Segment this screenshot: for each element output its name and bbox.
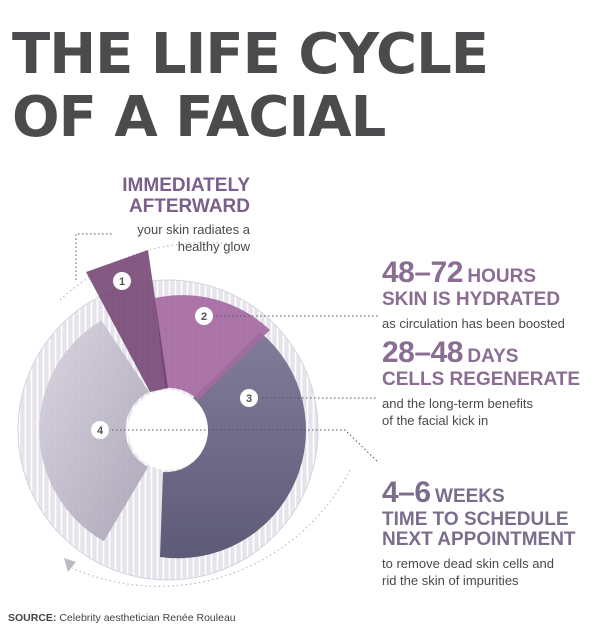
source-label: SOURCE: <box>8 612 57 624</box>
segment-3 <box>160 332 306 559</box>
segment-2 <box>155 295 270 400</box>
step-4-desc-line-2: rid the skin of impurities <box>382 572 519 588</box>
outer-ring-edge <box>17 279 319 581</box>
guide-arc-bottom <box>71 469 351 587</box>
title-line-1: THE LIFE CYCLE <box>12 22 489 87</box>
step-4-headline-line-2: NEXT APPOINTMENT <box>382 528 576 550</box>
step-3-desc-line-2: of the facial kick in <box>382 412 489 428</box>
step-1-desc-line-2: healthy glow <box>177 238 250 254</box>
step-2-desc: as circulation has been boosted <box>382 315 565 331</box>
step-2-number: 48–72 <box>382 256 463 289</box>
step-3-number: 28–48 <box>382 336 463 369</box>
step-1-headline-line-2: AFTERWARD <box>128 195 250 217</box>
marker-1: 1 <box>113 272 131 290</box>
step-4-number: 4–6 <box>382 476 431 509</box>
step-2-unit: HOURS <box>467 266 537 287</box>
step-48-72-hours: 48–72 HOURS SKIN IS HYDRATED as circulat… <box>382 256 592 333</box>
marker-1-label: 1 <box>119 276 125 288</box>
step-4-unit: WEEKS <box>435 486 505 507</box>
marker-2-label: 2 <box>201 311 207 323</box>
marker-2: 2 <box>195 307 213 325</box>
source-text: Celebrity aesthetician Renée Rouleau <box>59 612 236 624</box>
step-4-headline-line-1: TIME TO SCHEDULE <box>382 509 569 530</box>
step-28-48-days: 28–48 DAYS CELLS REGENERATE and the long… <box>382 336 597 430</box>
marker-3: 3 <box>240 389 258 407</box>
leader-line-4 <box>108 429 379 463</box>
arrow-head-icon <box>64 558 76 572</box>
segment-1 <box>86 250 168 392</box>
marker-4-label: 4 <box>97 425 104 437</box>
step-3-unit: DAYS <box>467 346 519 367</box>
step-immediately-afterward: IMMEDIATELY AFTERWARD your skin radiates… <box>80 175 250 256</box>
step-1-headline-line-1: IMMEDIATELY <box>122 175 250 196</box>
step-4-desc-line-1: to remove dead skin cells and <box>382 555 554 571</box>
source-credit: SOURCE: Celebrity aesthetician Renée Rou… <box>8 612 236 624</box>
step-3-headline: CELLS REGENERATE <box>382 369 581 390</box>
title-line-2: OF A FACIAL <box>12 84 386 150</box>
step-2-headline: SKIN IS HYDRATED <box>382 289 561 310</box>
page-title: THE LIFE CYCLE OF A FACIAL <box>12 22 489 150</box>
marker-4: 4 <box>91 421 109 439</box>
marker-3-label: 3 <box>246 393 252 405</box>
step-1-desc-line-1: your skin radiates a <box>137 221 250 237</box>
step-4-6-weeks: 4–6 WEEKS TIME TO SCHEDULE NEXT APPOINTM… <box>382 476 597 590</box>
step-3-desc-line-1: and the long-term benefits <box>382 395 534 411</box>
